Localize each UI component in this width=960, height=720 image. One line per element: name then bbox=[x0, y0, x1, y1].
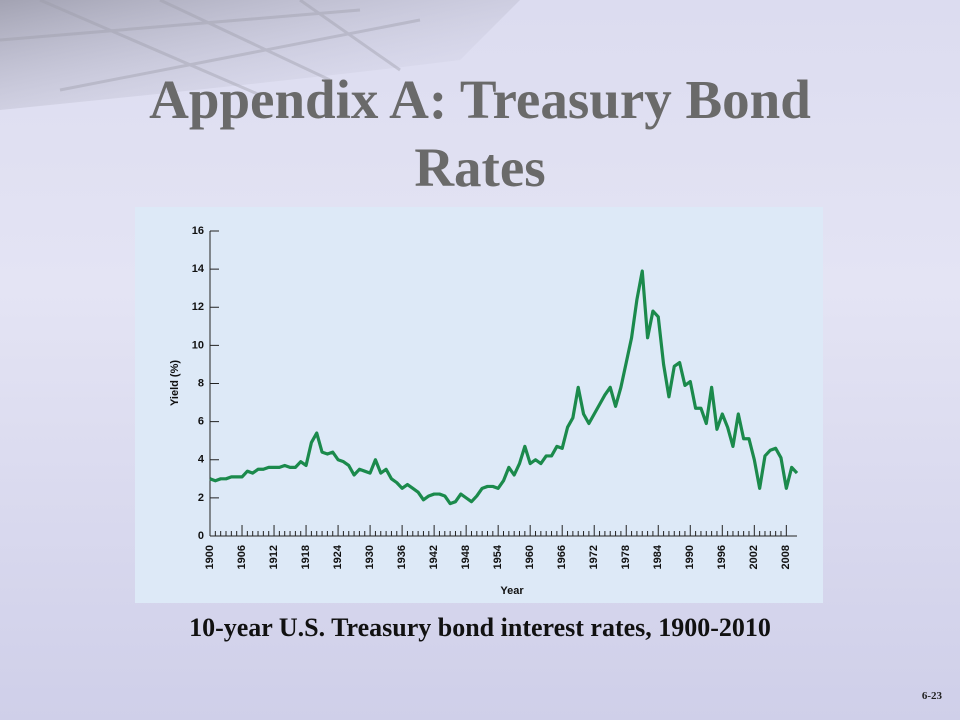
x-tick-label: 1960 bbox=[524, 545, 536, 569]
x-tick-label: 1906 bbox=[236, 545, 248, 569]
slide-title: Appendix A: Treasury Bond Rates bbox=[149, 69, 811, 198]
x-tick-label: 1990 bbox=[684, 545, 696, 569]
x-tick-label: 1984 bbox=[652, 544, 664, 569]
x-tick-label: 1936 bbox=[396, 545, 408, 569]
y-tick-label: 4 bbox=[198, 454, 205, 466]
x-tick-label: 1948 bbox=[460, 545, 472, 569]
chart-panel bbox=[135, 207, 823, 603]
x-tick-label: 2002 bbox=[748, 545, 760, 569]
x-tick-label: 1924 bbox=[332, 544, 344, 569]
x-axis-label: Year bbox=[500, 585, 524, 597]
y-tick-label: 10 bbox=[192, 339, 204, 351]
x-tick-label: 1996 bbox=[716, 545, 728, 569]
x-tick-label: 1972 bbox=[588, 545, 600, 569]
y-tick-label: 16 bbox=[192, 225, 204, 237]
x-tick-label: 1954 bbox=[492, 544, 504, 569]
x-tick-label: 1942 bbox=[428, 545, 440, 569]
yield-line bbox=[209, 269, 799, 506]
y-tick-label: 8 bbox=[198, 377, 204, 389]
y-tick-label: 2 bbox=[198, 492, 204, 504]
caption: 10-year U.S. Treasury bond interest rate… bbox=[189, 613, 771, 642]
background-decoration bbox=[0, 0, 520, 110]
y-tick-label: 12 bbox=[192, 301, 204, 313]
y-tick-label: 0 bbox=[198, 530, 204, 542]
x-tick-label: 2008 bbox=[780, 545, 792, 569]
y-tick-label: 6 bbox=[198, 416, 204, 428]
x-tick-label: 1918 bbox=[300, 545, 312, 569]
x-tick-label: 1930 bbox=[364, 545, 376, 569]
x-tick-label: 1912 bbox=[268, 545, 280, 569]
x-tick-label: 1978 bbox=[620, 545, 632, 569]
y-axis-label: Yield (%) bbox=[169, 360, 181, 406]
y-tick-label: 14 bbox=[192, 263, 205, 275]
x-tick-label: 1900 bbox=[204, 545, 216, 569]
x-tick-label: 1966 bbox=[556, 545, 568, 569]
page-number: 6-23 bbox=[921, 690, 942, 702]
